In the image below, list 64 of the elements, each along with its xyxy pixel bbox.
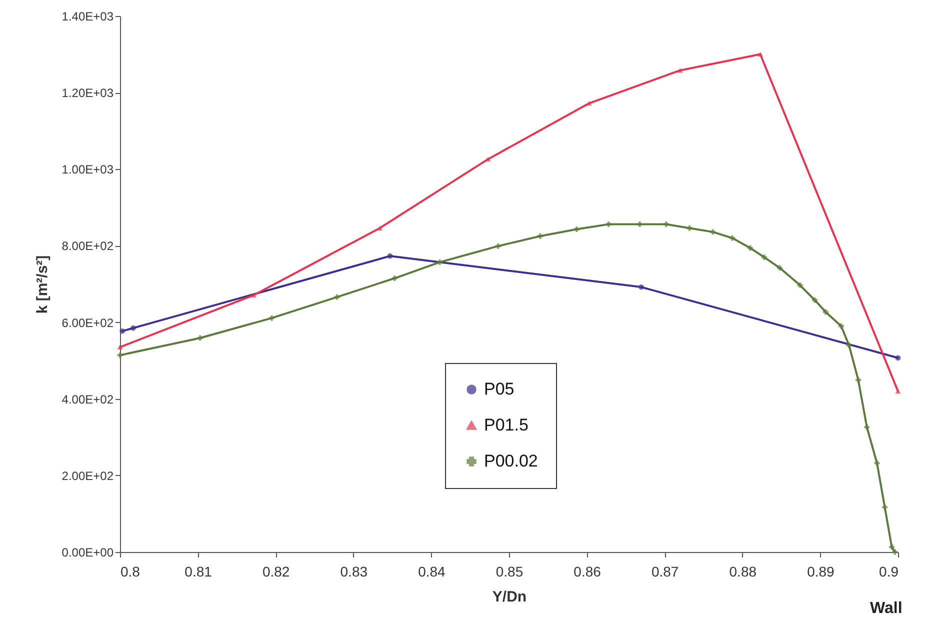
point: [758, 52, 764, 57]
x-tick-label: 0.84: [418, 564, 446, 580]
point: [710, 229, 716, 235]
point: [864, 424, 870, 430]
point: [882, 504, 888, 510]
point: [856, 377, 862, 383]
point: [761, 254, 767, 260]
y-tick-label: 8.00E+02: [62, 239, 114, 254]
point: [846, 342, 852, 348]
x-axis-title: Y/Dn: [492, 588, 527, 606]
x-tick-label: 0.83: [340, 564, 368, 580]
x-tick-label: 0.82: [262, 564, 290, 580]
point: [812, 297, 818, 303]
point: [574, 226, 580, 232]
point: [638, 284, 644, 290]
y-tick-label: 1.00E+03: [62, 162, 114, 177]
point: [120, 328, 126, 334]
point: [392, 276, 398, 281]
x-tick-label: 0.9: [879, 564, 899, 580]
y-axis-title: k [m²/s²]: [34, 255, 51, 314]
point: [822, 309, 828, 315]
y-tick-label: 2.00E+02: [62, 468, 114, 483]
x-tick-label: 0.89: [807, 564, 835, 580]
legend-label: P01.5: [484, 416, 528, 434]
point: [895, 355, 901, 361]
legend-label: P00.02: [484, 452, 538, 470]
point: [797, 282, 803, 288]
point: [895, 388, 901, 394]
point: [636, 222, 642, 228]
x-tick-label: 0.88: [729, 564, 757, 580]
point: [197, 335, 203, 341]
point: [663, 222, 669, 228]
point: [117, 352, 123, 358]
legend-label: P05: [484, 380, 514, 398]
x-tick-label: 0.81: [184, 564, 212, 580]
x-tick-label: 0.8: [120, 564, 140, 580]
point: [537, 233, 543, 239]
x-tick-label: 0.87: [651, 564, 679, 580]
y-tick-label: 0.00E+00: [62, 546, 114, 560]
text: Wall: [870, 600, 902, 617]
point: [889, 544, 895, 550]
y-tick-label: 4.00E+02: [62, 392, 114, 406]
point: [730, 235, 736, 241]
x-tick-label: 0.85: [496, 564, 524, 580]
point: [838, 323, 844, 329]
point: [130, 325, 136, 331]
point: [377, 226, 383, 230]
y-tick-label: 6.00E+02: [62, 316, 114, 330]
y-tick-label: 1.20E+03: [62, 86, 114, 100]
point: [747, 245, 753, 251]
point: [334, 294, 340, 300]
y-tick-label: 1.40E+03: [62, 10, 114, 24]
point: [677, 68, 683, 73]
point: [268, 315, 274, 321]
point: [117, 344, 123, 350]
point: [606, 222, 612, 228]
point: [495, 243, 501, 249]
point: [251, 292, 257, 298]
point: [586, 100, 592, 106]
x-tick-label: 0.86: [574, 564, 602, 580]
point: [387, 253, 393, 259]
point: [437, 259, 442, 265]
point: [874, 460, 880, 466]
point: [777, 265, 782, 271]
